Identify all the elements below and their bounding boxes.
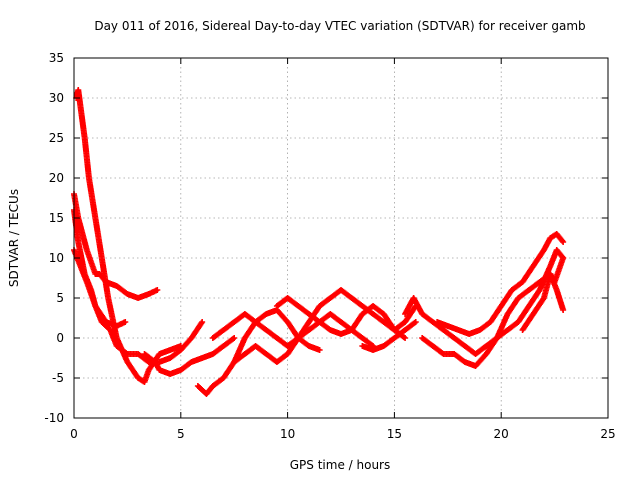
y-axis-label: SDTVAR / TECUs <box>7 189 21 287</box>
data-point <box>122 319 129 325</box>
series-arc-4 <box>71 247 129 329</box>
y-tick-label: 30 <box>49 91 64 105</box>
series-arc-10 <box>359 319 419 353</box>
data-point <box>230 335 237 342</box>
data-point <box>316 347 323 353</box>
y-tick-label: -5 <box>52 371 64 385</box>
axis-ticks: 0 5 10 15 20 25 -10 -5 0 5 10 15 20 25 30 35 <box>44 51 615 441</box>
series-arc-12 <box>419 255 567 369</box>
x-tick-label: 20 <box>494 427 509 441</box>
x-tick-label: 25 <box>600 427 615 441</box>
y-tick-label: 15 <box>49 211 64 225</box>
data-point <box>560 307 567 313</box>
data-point <box>231 335 238 341</box>
x-tick-label: 5 <box>177 427 185 441</box>
y-tick-label: 20 <box>49 171 64 185</box>
y-tick-label: 35 <box>49 51 64 65</box>
x-tick-label: 15 <box>387 427 402 441</box>
series-arc-13 <box>434 231 567 337</box>
series-arc-9 <box>273 295 419 337</box>
series-arc-14 <box>519 271 567 333</box>
chart-title: Day 011 of 2016, Sidereal Day-to-day VTE… <box>94 19 585 33</box>
series-arc-2 <box>71 191 161 301</box>
data-point <box>411 319 418 326</box>
data-point <box>400 334 407 341</box>
y-tick-label: 0 <box>56 331 64 345</box>
y-tick-label: 5 <box>56 291 64 305</box>
data-markers <box>71 87 567 397</box>
data-point <box>559 237 566 244</box>
x-tick-label: 10 <box>280 427 295 441</box>
y-tick-label: -10 <box>44 411 64 425</box>
data-point <box>154 287 161 293</box>
data-point <box>560 255 567 261</box>
y-tick-label: 10 <box>49 251 64 265</box>
x-axis-label: GPS time / hours <box>290 458 391 472</box>
plot-frame <box>73 57 609 419</box>
y-tick-label: 25 <box>49 131 64 145</box>
x-tick-label: 0 <box>70 427 78 441</box>
data-point <box>412 319 419 325</box>
series-arc-5 <box>141 335 238 377</box>
grid-lines <box>74 58 608 418</box>
data-point <box>560 239 567 245</box>
data-point <box>402 335 409 341</box>
data-point <box>199 319 206 325</box>
series-arc-1 <box>73 87 184 385</box>
